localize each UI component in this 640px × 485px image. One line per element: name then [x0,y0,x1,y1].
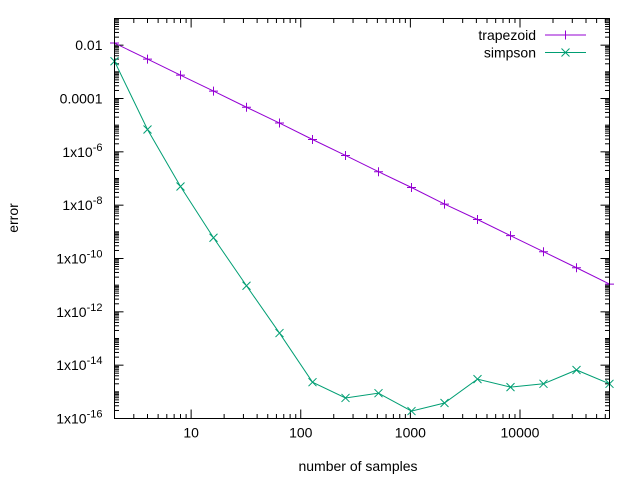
cross-marker [308,377,317,387]
cross-marker [572,365,581,375]
plus-marker [242,102,251,112]
legend-label: simpson [484,45,536,61]
x-tick-labels: 10 100 1000 10000 [183,425,539,441]
plus-marker [572,263,581,273]
plus-marker [374,167,383,177]
cross-marker [374,388,383,398]
cross-marker [506,382,515,392]
x-tick-label: 10000 [501,425,540,441]
y-tick-label-exponent: -14 [87,355,103,367]
cross-marker [539,379,548,389]
y-tick-label: 1x10-10 [56,249,102,267]
y-tick-label-exponent: -8 [93,195,103,207]
x-axis-label: number of samples [298,458,417,474]
y-tick-labels: 0.010.00011x10-61x10-81x10-101x10-121x10… [56,37,102,426]
plus-marker [561,30,570,40]
y-tick-label: 1x10-6 [62,142,102,160]
simpson-line [114,61,610,412]
series-simpson [110,56,614,416]
plus-marker [506,231,515,241]
plus-marker [440,199,449,209]
cross-marker [473,374,482,384]
legend: trapezoid simpson [478,27,586,61]
legend-label: trapezoid [478,27,536,43]
y-tick-label: 1x10-8 [62,195,102,213]
y-tick-label: 0.01 [75,37,102,53]
series-group [110,38,614,416]
plus-marker [209,86,218,96]
x-tick-label: 1000 [395,425,426,441]
y-tick-label-base: 1x10 [56,411,87,427]
plus-marker [341,150,350,160]
cross-marker [341,393,350,403]
y-tick-label: 0.0001 [60,91,103,107]
y-tick-label: 1x10-16 [56,409,102,427]
cross-marker [143,125,152,134]
x-tick-label: 10 [183,425,199,441]
y-tick-label-base: 1x10 [62,144,93,160]
plus-marker [176,70,185,80]
y-tick-label-exponent: -12 [87,302,103,314]
y-tick-label-exponent: -6 [93,142,103,154]
y-tick-label: 1x10-12 [56,302,102,320]
y-axis-label: error [5,203,21,233]
plus-marker [539,247,548,257]
y-tick-label-base: 1x10 [62,197,93,213]
plot-border [114,18,610,419]
y-tick-label-base: 0.01 [75,37,102,53]
series-trapezoid [110,38,614,289]
cross-marker [176,182,185,191]
cross-marker [242,281,251,291]
plus-marker [275,118,284,128]
cross-marker [561,48,570,57]
x-tick-label: 100 [289,425,313,441]
cross-marker [275,328,284,338]
plus-marker [143,54,152,64]
y-tick-label: 1x10-14 [56,355,102,373]
axis-ticks [114,18,610,419]
y-tick-label-exponent: -16 [87,409,103,421]
plus-marker [407,182,416,192]
plus-marker [308,135,317,145]
cross-marker [440,398,449,408]
y-tick-label-base: 0.0001 [60,91,103,107]
y-tick-label-base: 1x10 [56,357,87,373]
y-tick-label-exponent: -10 [87,249,103,261]
trapezoid-line [114,42,610,285]
y-tick-label-base: 1x10 [56,304,87,320]
cross-marker [407,406,416,416]
y-tick-label-base: 1x10 [56,251,87,267]
cross-marker [209,233,218,243]
plus-marker [473,215,482,225]
